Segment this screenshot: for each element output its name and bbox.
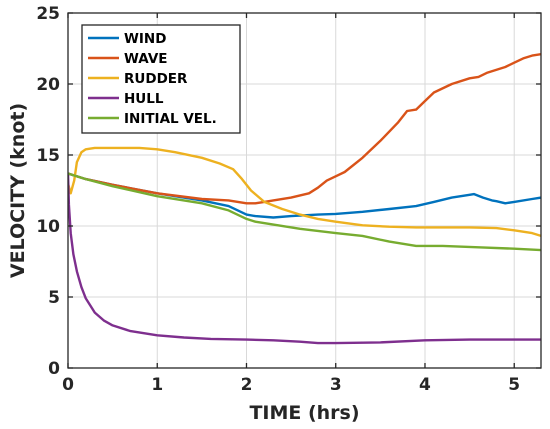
legend-label: INITIAL VEL.: [124, 111, 217, 127]
plot-frame: [67, 12, 542, 369]
y-axis-label: VELOCITY (knot): [7, 103, 29, 278]
series-line-initial-vel: [68, 172, 541, 252]
series-group: [68, 53, 541, 345]
y-axis-ticks: 0 5 10 15 20 25: [36, 4, 541, 379]
series-line-hull: [68, 172, 541, 345]
y-tick-label: 0: [48, 359, 60, 379]
chart-grid: [68, 13, 541, 368]
legend-label: WIND: [124, 31, 166, 47]
legend-label: RUDDER: [124, 71, 188, 87]
legend-label: WAVE: [124, 51, 168, 67]
x-tick-label: 0: [62, 375, 74, 395]
series-line-wave: [68, 53, 541, 205]
y-tick-label: 25: [36, 4, 60, 24]
y-tick-label: 20: [36, 75, 60, 95]
series-line-wind: [68, 172, 541, 219]
x-axis-label: TIME (hrs): [249, 402, 359, 424]
x-tick-label: 2: [241, 375, 253, 395]
x-tick-label: 5: [508, 375, 520, 395]
y-tick-label: 5: [48, 288, 60, 308]
x-tick-label: 4: [419, 375, 431, 395]
legend-label: HULL: [124, 91, 164, 107]
x-tick-label: 3: [330, 375, 342, 395]
series-line-rudder: [68, 146, 541, 238]
x-axis-ticks: 0 1 2 3 4 5: [62, 13, 520, 395]
y-tick-label: 15: [36, 146, 60, 166]
plot-area: [68, 53, 541, 345]
legend: WIND WAVE RUDDER HULL INITIAL VEL.: [81, 24, 241, 134]
x-tick-label: 1: [151, 375, 163, 395]
y-tick-label: 10: [36, 217, 60, 237]
